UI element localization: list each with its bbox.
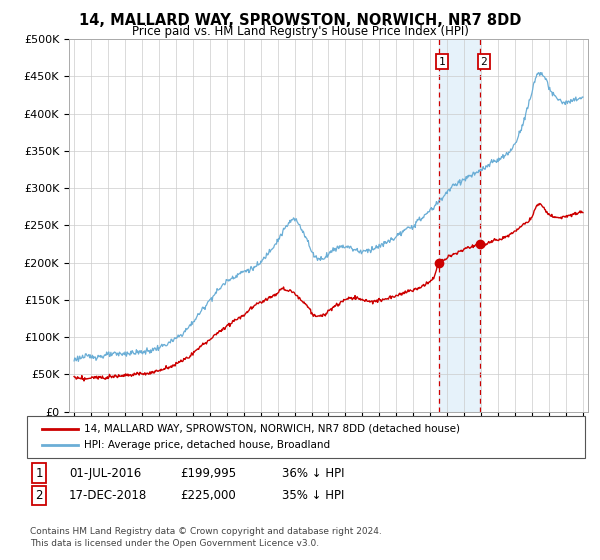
Text: 1: 1 — [439, 57, 446, 67]
Text: £225,000: £225,000 — [180, 489, 236, 502]
Text: 14, MALLARD WAY, SPROWSTON, NORWICH, NR7 8DD: 14, MALLARD WAY, SPROWSTON, NORWICH, NR7… — [79, 13, 521, 28]
Text: 36% ↓ HPI: 36% ↓ HPI — [282, 466, 344, 480]
Text: Price paid vs. HM Land Registry's House Price Index (HPI): Price paid vs. HM Land Registry's House … — [131, 25, 469, 38]
Text: 01-JUL-2016: 01-JUL-2016 — [69, 466, 141, 480]
Text: 17-DEC-2018: 17-DEC-2018 — [69, 489, 147, 502]
Text: Contains HM Land Registry data © Crown copyright and database right 2024.: Contains HM Land Registry data © Crown c… — [30, 528, 382, 536]
Text: This data is licensed under the Open Government Licence v3.0.: This data is licensed under the Open Gov… — [30, 539, 319, 548]
Text: 35% ↓ HPI: 35% ↓ HPI — [282, 489, 344, 502]
Text: HPI: Average price, detached house, Broadland: HPI: Average price, detached house, Broa… — [84, 440, 330, 450]
Text: 2: 2 — [35, 489, 43, 502]
Text: 14, MALLARD WAY, SPROWSTON, NORWICH, NR7 8DD (detached house): 14, MALLARD WAY, SPROWSTON, NORWICH, NR7… — [84, 423, 460, 433]
Text: £199,995: £199,995 — [180, 466, 236, 480]
Text: 1: 1 — [35, 466, 43, 480]
Text: 2: 2 — [481, 57, 487, 67]
